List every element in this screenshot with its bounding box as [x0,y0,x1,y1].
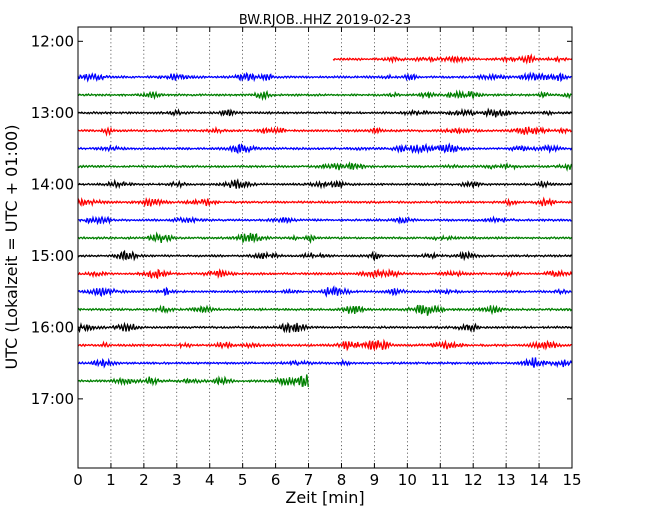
trace-1645 [77,374,309,388]
trace-1430 [77,215,572,226]
trace-1215 [332,53,573,65]
y-axis-label: UTC (Lokalzeit = UTC + 01:00) [2,125,21,370]
trace-1530 [77,285,572,298]
x-tick-label: 5 [238,471,248,489]
trace-1330 [77,142,573,155]
x-tick-label: 6 [271,471,281,489]
x-axis-label: Zeit [min] [285,488,364,507]
y-tick-label: 17:00 [31,390,74,408]
x-tick-label: 10 [398,471,417,489]
x-tick-label: 7 [304,471,314,489]
x-tick-label: 3 [172,471,182,489]
y-tick-label: 15:00 [31,247,74,265]
grid-layer [110,27,540,468]
y-tick-label: 12:00 [31,32,74,50]
trace-1515 [77,267,573,280]
trace-1415 [77,196,572,208]
x-tick-label: 11 [431,471,450,489]
y-tick-label: 14:00 [31,175,74,193]
x-tick-label: 4 [205,471,215,489]
x-tick-label: 1 [106,471,116,489]
trace-layer [77,53,573,388]
x-tick-label: 8 [337,471,347,489]
y-tick-label: 13:00 [31,104,74,122]
trace-1245 [77,89,572,102]
trace-1615 [77,338,572,352]
trace-1345 [77,161,573,172]
x-tick-label: 13 [497,471,516,489]
trace-1630 [77,357,573,369]
x-tick-label: 14 [530,471,549,489]
trace-1300 [77,107,573,119]
trace-1400 [77,178,573,190]
trace-1315 [77,125,572,137]
x-tick-label: 15 [562,471,581,489]
x-tick-label: 2 [139,471,149,489]
x-tick-label: 12 [464,471,483,489]
chart-title: BW.RJOB..HHZ 2019-02-23 [239,13,411,28]
y-tick-label: 16:00 [31,318,74,336]
trace-1230 [77,71,572,83]
trace-1445 [77,231,572,244]
plot-frame [77,26,573,469]
trace-1500 [77,249,572,262]
tick-layer: 0 1 2 3 4 5 6 7 8 9 10 11 12 13 14 1512:0013:0014:0015:… [31,27,582,489]
x-tick-label: 9 [370,471,380,489]
trace-1545 [77,304,573,316]
trace-1600 [77,321,573,334]
x-tick-label: 0 [73,471,83,489]
